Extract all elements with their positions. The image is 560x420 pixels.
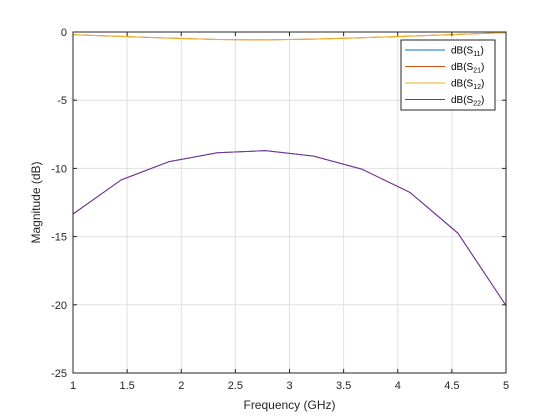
legend-label-end: ) [481,62,484,73]
series-line-s22 [72,150,507,306]
legend-label-subscript: 12 [473,84,481,91]
x-tick-label: 5 [503,380,509,392]
ticks [72,31,507,374]
grid [72,31,507,374]
x-tick-label: 4 [395,380,401,392]
x-tick-label: 3.5 [336,380,351,392]
legend-label: dB(S11) [451,46,484,59]
x-tick-label: 2.5 [228,380,243,392]
y-tick-label: -15 [51,232,67,244]
tick-labels: 1 1.5 2 2.5 3 3.5 4 4.5 5 0 -5 -10 -15 -20 -25 [51,27,509,392]
legend-label-base: dB(S [451,62,474,73]
legend-label-subscript: 11 [473,51,480,58]
series-line-s12 [72,32,507,41]
legend-label-base: dB(S [451,46,474,57]
legend-label: dB(S22) [451,95,484,108]
y-tick-label: -10 [51,163,67,175]
legend-label-end: ) [481,95,484,106]
x-axis-title: Frequency (GHz) [243,398,335,412]
x-tick-label: 4.5 [444,380,459,392]
legend-label-base: dB(S [451,95,474,106]
y-tick-label: -5 [57,95,67,107]
legend: dB(S11)dB(S21)dB(S12)dB(S22) [400,39,496,111]
legend-label-subscript: 22 [473,101,481,108]
x-tick-label: 2 [178,380,184,392]
x-tick-label: 1.5 [119,380,134,392]
legend-label: dB(S21) [451,62,484,75]
legend-label-subscript: 21 [473,68,481,75]
y-tick-label: -20 [51,300,67,312]
legend-label: dB(S12) [451,79,484,92]
legend-label-end: ) [481,46,484,57]
y-tick-label: -25 [51,368,67,380]
x-tick-label: 3 [286,380,292,392]
legend-label-end: ) [481,79,484,90]
y-axis-title: Magnitude (dB) [29,161,43,243]
series-group [72,32,507,306]
x-tick-label: 1 [70,380,76,392]
legend-box [400,39,496,111]
legend-label-base: dB(S [451,79,474,90]
y-tick-label: 0 [61,27,67,39]
